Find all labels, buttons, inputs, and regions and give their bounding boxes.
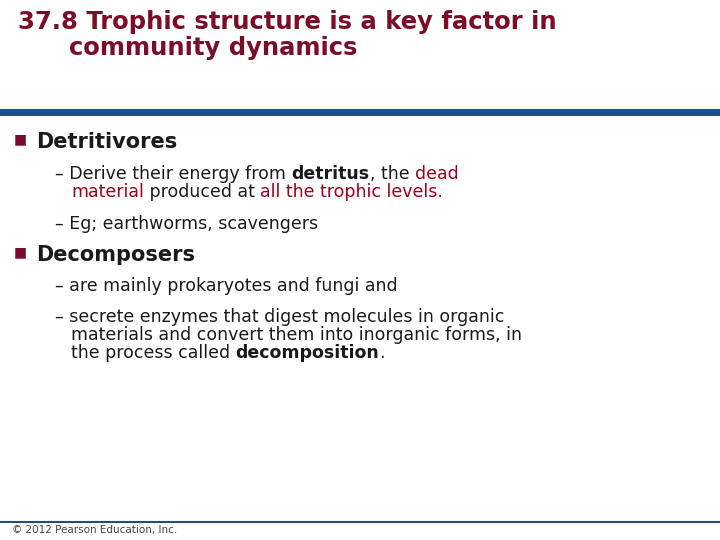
Text: dead: dead <box>415 165 459 183</box>
Text: .: . <box>379 344 385 362</box>
Text: 37.8 Trophic structure is a key factor in: 37.8 Trophic structure is a key factor i… <box>18 10 557 34</box>
Text: – secrete enzymes that digest molecules in organic: – secrete enzymes that digest molecules … <box>55 308 505 326</box>
Text: produced at: produced at <box>144 183 260 201</box>
Text: all the trophic levels.: all the trophic levels. <box>260 183 443 201</box>
Text: Decomposers: Decomposers <box>36 245 195 265</box>
Text: material: material <box>71 183 144 201</box>
Text: – Eg; earthworms, scavengers: – Eg; earthworms, scavengers <box>55 215 318 233</box>
Text: ■: ■ <box>14 132 27 146</box>
Text: , the: , the <box>369 165 415 183</box>
Text: – Derive their energy from: – Derive their energy from <box>55 165 292 183</box>
Text: the process called: the process called <box>71 344 235 362</box>
Text: detritus: detritus <box>292 165 369 183</box>
Text: materials and convert them into inorganic forms, in: materials and convert them into inorgani… <box>71 326 522 344</box>
Text: © 2012 Pearson Education, Inc.: © 2012 Pearson Education, Inc. <box>12 525 177 535</box>
Text: – are mainly prokaryotes and fungi and: – are mainly prokaryotes and fungi and <box>55 277 397 295</box>
Text: decomposition: decomposition <box>235 344 379 362</box>
Text: ■: ■ <box>14 245 27 259</box>
Text: community dynamics: community dynamics <box>18 36 357 60</box>
Text: Detritivores: Detritivores <box>36 132 177 152</box>
